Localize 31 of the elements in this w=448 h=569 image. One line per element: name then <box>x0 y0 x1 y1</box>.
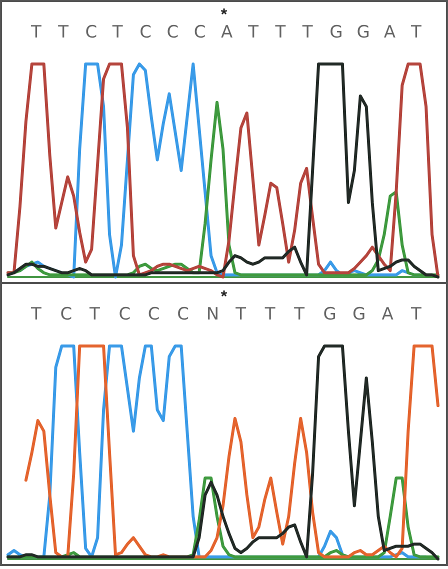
text: C <box>177 304 190 324</box>
text: C <box>140 22 152 42</box>
text: T <box>301 22 314 42</box>
text: T <box>247 22 260 42</box>
text: C <box>118 304 131 324</box>
text: T <box>30 22 42 42</box>
text: T <box>410 22 422 42</box>
text: T <box>264 304 276 324</box>
text: G <box>330 22 343 42</box>
text: C <box>194 22 206 42</box>
text: A <box>382 304 394 324</box>
text: T <box>274 22 286 42</box>
text: T <box>234 304 247 324</box>
text: G <box>356 22 370 42</box>
chart-title: * <box>220 6 228 24</box>
text: A <box>221 22 233 42</box>
text: C <box>148 304 160 324</box>
text: T <box>410 304 422 324</box>
text: A <box>384 22 396 42</box>
text: T <box>88 304 100 324</box>
text: T <box>111 22 124 42</box>
text: T <box>30 304 42 324</box>
text: C <box>166 22 179 42</box>
text: G <box>323 304 336 324</box>
text: C <box>85 22 98 42</box>
text: G <box>352 304 366 324</box>
text: N <box>206 304 220 324</box>
text: C <box>60 304 72 324</box>
text: T <box>293 304 306 324</box>
text: T <box>57 22 70 42</box>
chart-title: * <box>220 288 228 306</box>
